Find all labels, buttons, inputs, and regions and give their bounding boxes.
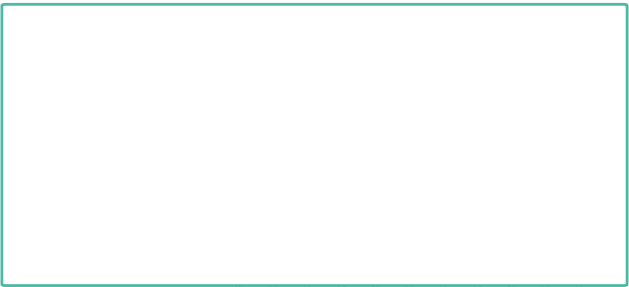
Line: Units: Units: [255, 150, 613, 237]
Units: [602, 191, 610, 194]
Units: [507, 158, 515, 161]
Units: [455, 191, 463, 194]
Houses: [269, 193, 276, 197]
Houses: [252, 191, 259, 194]
Text: 4.8%: 4.8%: [392, 58, 434, 73]
Text: 6.6%: 6.6%: [16, 135, 57, 153]
Units: [449, 205, 457, 209]
Units: [296, 170, 303, 173]
Polygon shape: [19, 47, 44, 69]
Houses: [472, 146, 480, 149]
Text: Lower Quartile: Lower Quartile: [16, 208, 82, 217]
Houses: [558, 220, 565, 224]
Units: [320, 178, 327, 181]
Text: 6.0%: 6.0%: [127, 135, 174, 153]
Houses: [541, 201, 548, 204]
Units: [541, 195, 548, 199]
Houses: [320, 187, 327, 191]
Houses: [370, 181, 378, 184]
Text: Home Value Index: Home Value Index: [14, 22, 125, 35]
Units: [411, 235, 419, 239]
Units: [353, 191, 361, 194]
Units: [387, 225, 395, 229]
Units: [575, 227, 582, 231]
Units: [360, 201, 368, 204]
Text: $468,928: $468,928: [127, 234, 214, 252]
Units: [489, 148, 497, 151]
Units: [279, 170, 286, 174]
Circle shape: [351, 63, 386, 95]
Text: April 2020: April 2020: [125, 22, 193, 35]
Houses: [578, 253, 586, 257]
Houses: [404, 161, 412, 164]
Units: [330, 184, 337, 187]
Units: [303, 170, 310, 174]
Text: $660,154: $660,154: [16, 234, 95, 252]
Units: [262, 187, 269, 191]
Units: [337, 185, 344, 189]
Houses: [421, 151, 429, 154]
Circle shape: [240, 63, 274, 95]
Houses: [524, 191, 532, 194]
Legend: Houses, Units: Houses, Units: [252, 111, 337, 121]
Text: The change in house and unit values over
the year to April 2020 is recorded at:: The change in house and unit values over…: [16, 73, 221, 97]
Text: ▨: ▨: [361, 71, 376, 86]
Text: Median Value: Median Value: [16, 258, 76, 267]
Text: 6.3%: 6.3%: [282, 58, 325, 73]
Units: [609, 178, 616, 181]
Units: [534, 191, 542, 194]
Houses: [303, 193, 310, 197]
Units: [370, 210, 378, 214]
Houses: [609, 163, 616, 166]
Houses: [507, 170, 515, 174]
Units: [568, 223, 576, 227]
Houses: [438, 141, 446, 144]
Houses: [592, 240, 599, 244]
Units: [438, 220, 446, 224]
Units: [466, 170, 474, 174]
Houses: [387, 170, 395, 174]
Units: [472, 156, 480, 159]
Text: Median Value: Median Value: [127, 258, 196, 267]
Units: [286, 168, 293, 171]
Units: [483, 151, 491, 154]
Units: [524, 181, 532, 184]
Houses: [568, 245, 576, 249]
Houses: [337, 185, 344, 189]
Units: [500, 151, 508, 154]
Text: Upper Quartile: Upper Quartile: [16, 158, 82, 168]
Units: [377, 220, 385, 224]
Text: 4.7%: 4.7%: [127, 185, 174, 202]
Text: Lower Quartile: Lower Quartile: [127, 208, 203, 217]
Units: [551, 210, 559, 214]
Text: Upper Quartile: Upper Quartile: [127, 158, 203, 168]
Units: [398, 230, 405, 234]
Units: [252, 195, 259, 199]
Units: [313, 172, 320, 176]
Houses: [455, 144, 463, 147]
Text: 6.9%: 6.9%: [16, 185, 57, 202]
Text: Unit Values: Unit Values: [392, 85, 450, 94]
Units: [585, 220, 593, 224]
Units: [517, 166, 525, 169]
Houses: [286, 197, 293, 201]
Units: [592, 205, 599, 209]
Line: Houses: Houses: [255, 142, 613, 255]
Houses: [353, 185, 361, 188]
Houses: [489, 156, 497, 159]
Units: [558, 220, 565, 224]
Units: [347, 187, 354, 191]
Units: [431, 230, 439, 234]
Units: [269, 181, 276, 184]
Text: House Values: House Values: [282, 85, 343, 94]
Units: [421, 233, 429, 237]
Text: ⌂: ⌂: [251, 70, 263, 88]
